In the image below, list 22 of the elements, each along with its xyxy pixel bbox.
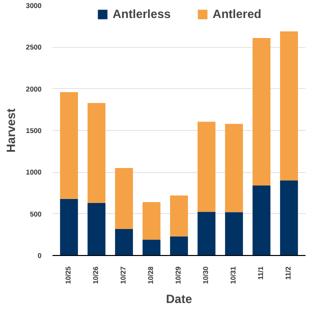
bar xyxy=(252,38,270,186)
bar xyxy=(115,228,133,256)
bar xyxy=(142,202,160,240)
bar xyxy=(88,203,106,256)
bar xyxy=(170,196,188,236)
bar xyxy=(170,236,188,256)
bar xyxy=(198,212,216,256)
legend-label: Antlered xyxy=(212,7,262,21)
bar xyxy=(280,31,298,180)
y-axis-title: Harvest xyxy=(4,108,18,153)
bar xyxy=(115,168,133,229)
bar xyxy=(142,240,160,256)
bar xyxy=(280,180,298,256)
legend-label: Antlerless xyxy=(112,7,171,21)
bar xyxy=(252,186,270,256)
bar xyxy=(60,198,78,256)
bar xyxy=(88,103,106,203)
bar xyxy=(60,92,78,199)
x-axis-title: Date xyxy=(166,292,192,306)
bar xyxy=(225,124,243,212)
bar xyxy=(198,122,216,212)
bar xyxy=(225,212,243,256)
